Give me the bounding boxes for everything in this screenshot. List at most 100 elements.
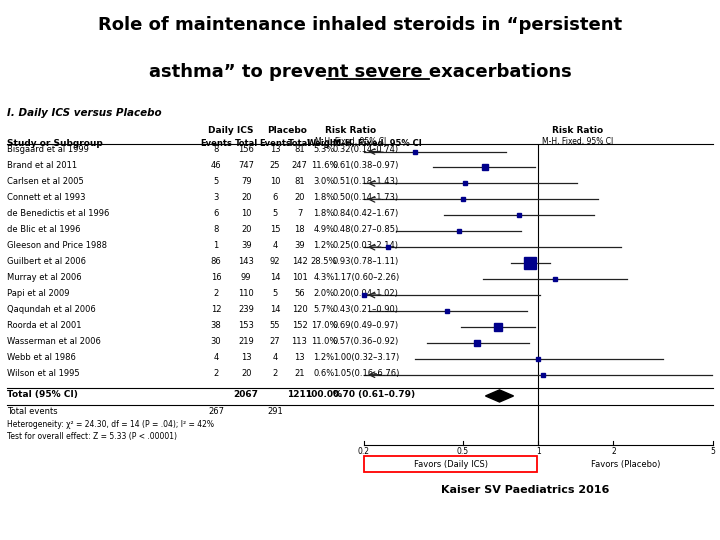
Text: Risk Ratio: Risk Ratio — [552, 126, 603, 135]
Text: 0.2: 0.2 — [358, 447, 369, 456]
Text: Total: Total — [235, 139, 258, 148]
Text: Wilson et al 1995: Wilson et al 1995 — [7, 369, 80, 377]
Text: Total (95% CI): Total (95% CI) — [7, 390, 78, 399]
Text: Papi et al 2009: Papi et al 2009 — [7, 289, 70, 298]
Text: 2067: 2067 — [234, 390, 258, 399]
Text: 39: 39 — [294, 241, 305, 250]
Text: 10: 10 — [241, 209, 251, 218]
Text: 92: 92 — [270, 257, 280, 266]
Text: M-H, Fixed, 95% CI: M-H, Fixed, 95% CI — [315, 137, 386, 146]
Text: 0.51(0.18–1.43): 0.51(0.18–1.43) — [333, 177, 399, 186]
Text: 1.00(0.32–3.17): 1.00(0.32–3.17) — [333, 353, 399, 362]
Text: Guilbert et al 2006: Guilbert et al 2006 — [7, 257, 86, 266]
Text: 5: 5 — [213, 177, 219, 186]
Text: Events: Events — [200, 139, 232, 148]
Text: Qaqundah et al 2006: Qaqundah et al 2006 — [7, 305, 96, 314]
Text: 3.0%: 3.0% — [313, 177, 335, 186]
Text: 20: 20 — [241, 225, 251, 234]
Text: 4: 4 — [272, 353, 278, 362]
Text: 79: 79 — [241, 177, 251, 186]
Text: 1.2%: 1.2% — [313, 241, 335, 250]
Text: 0.25(0.03–2.14): 0.25(0.03–2.14) — [333, 241, 399, 250]
Text: Favors (Daily ICS): Favors (Daily ICS) — [413, 460, 487, 469]
Text: 247: 247 — [292, 161, 307, 171]
Text: Total events: Total events — [7, 407, 58, 416]
Text: Roorda et al 2001: Roorda et al 2001 — [7, 321, 81, 330]
Text: 101: 101 — [292, 273, 307, 282]
Text: 0.6%: 0.6% — [313, 369, 335, 377]
Text: 21: 21 — [294, 369, 305, 377]
Text: 1: 1 — [536, 447, 541, 456]
Text: 4.9%: 4.9% — [313, 225, 335, 234]
Text: Carlsen et al 2005: Carlsen et al 2005 — [7, 177, 84, 186]
Text: Placebo: Placebo — [267, 126, 307, 135]
Text: 5.3%: 5.3% — [313, 145, 335, 154]
Text: 56: 56 — [294, 289, 305, 298]
Text: Favors (Placebo): Favors (Placebo) — [591, 460, 660, 469]
Text: 4: 4 — [272, 241, 278, 250]
Text: 3: 3 — [213, 193, 219, 202]
Text: 4: 4 — [213, 353, 219, 362]
Text: 100.0%: 100.0% — [305, 390, 343, 399]
Text: Brand et al 2011: Brand et al 2011 — [7, 161, 77, 171]
Text: 0.57(0.36–0.92): 0.57(0.36–0.92) — [333, 337, 399, 346]
Text: Webb et al 1986: Webb et al 1986 — [7, 353, 76, 362]
Text: Wasserman et al 2006: Wasserman et al 2006 — [7, 337, 101, 346]
Text: 20: 20 — [241, 369, 251, 377]
Text: 14: 14 — [270, 305, 280, 314]
Text: Kaiser SV Paediatrics 2016: Kaiser SV Paediatrics 2016 — [441, 485, 610, 495]
Text: 110: 110 — [238, 289, 254, 298]
Text: 18: 18 — [294, 225, 305, 234]
Text: 11.0%: 11.0% — [311, 337, 337, 346]
Text: 0.70 (0.61–0.79): 0.70 (0.61–0.79) — [333, 390, 415, 399]
Text: Connett et al 1993: Connett et al 1993 — [7, 193, 86, 202]
Text: de Benedictis et al 1996: de Benedictis et al 1996 — [7, 209, 109, 218]
Text: 6: 6 — [272, 193, 278, 202]
Text: 13: 13 — [270, 145, 280, 154]
Text: 12: 12 — [211, 305, 221, 314]
Text: M-H, Fixed, 95% CI: M-H, Fixed, 95% CI — [333, 139, 421, 148]
Text: 747: 747 — [238, 161, 254, 171]
Text: Events: Events — [259, 139, 291, 148]
Polygon shape — [485, 390, 513, 402]
Text: 15: 15 — [270, 225, 280, 234]
Text: 152: 152 — [292, 321, 307, 330]
Text: 6: 6 — [213, 209, 219, 218]
Text: 81: 81 — [294, 145, 305, 154]
Text: 1211: 1211 — [287, 390, 312, 399]
Text: 1.8%: 1.8% — [313, 193, 335, 202]
Text: Daily ICS: Daily ICS — [208, 126, 254, 135]
Text: 5.7%: 5.7% — [313, 305, 335, 314]
Text: 1.17(0.60–2.26): 1.17(0.60–2.26) — [333, 273, 399, 282]
Text: 20: 20 — [294, 193, 305, 202]
Text: Heterogeneity: χ² = 24.30, df = 14 (P = .04); I² = 42%: Heterogeneity: χ² = 24.30, df = 14 (P = … — [7, 420, 215, 429]
Text: 86: 86 — [211, 257, 221, 266]
Text: 28.5%: 28.5% — [311, 257, 337, 266]
Text: 99: 99 — [241, 273, 251, 282]
Text: 27: 27 — [270, 337, 280, 346]
Text: 55: 55 — [270, 321, 280, 330]
Text: Weight: Weight — [307, 139, 341, 148]
Text: 0.61(0.38–0.97): 0.61(0.38–0.97) — [333, 161, 399, 171]
Text: 143: 143 — [238, 257, 254, 266]
Text: 1.2%: 1.2% — [313, 353, 335, 362]
Text: 30: 30 — [211, 337, 221, 346]
Text: 0.43(0.21–0.90): 0.43(0.21–0.90) — [333, 305, 399, 314]
Text: 14: 14 — [270, 273, 280, 282]
Text: 0.5: 0.5 — [457, 447, 469, 456]
Text: 39: 39 — [241, 241, 251, 250]
Text: 1: 1 — [213, 241, 219, 250]
Text: 113: 113 — [292, 337, 307, 346]
Text: 239: 239 — [238, 305, 254, 314]
Text: 0.20(0.04–1.02): 0.20(0.04–1.02) — [333, 289, 398, 298]
Text: 219: 219 — [238, 337, 254, 346]
Text: Bisgaard et al 1999: Bisgaard et al 1999 — [7, 145, 89, 154]
Text: 1.05(0.16–6.76): 1.05(0.16–6.76) — [333, 369, 399, 377]
Text: 4.3%: 4.3% — [313, 273, 335, 282]
Text: 120: 120 — [292, 305, 307, 314]
Text: 81: 81 — [294, 177, 305, 186]
Text: Total: Total — [288, 139, 311, 148]
Text: Test for overall effect: Z = 5.33 (P < .00001): Test for overall effect: Z = 5.33 (P < .… — [7, 432, 177, 441]
Text: 11.6%: 11.6% — [311, 161, 337, 171]
Text: 2: 2 — [213, 289, 219, 298]
